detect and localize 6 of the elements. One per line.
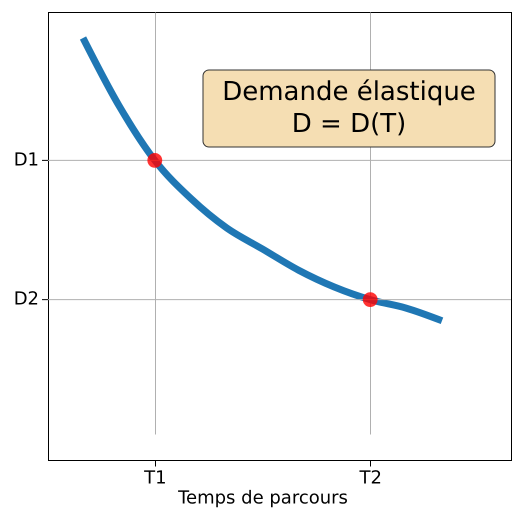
- ref-line-label: D2: [14, 288, 39, 310]
- ref-line-label: D1: [14, 149, 39, 170]
- x-axis-title: Temps de parcours: [177, 488, 348, 508]
- x-tick-label: T2: [358, 468, 382, 488]
- annotation: Demande élastique D = D(T): [222, 77, 476, 139]
- x-tick-label: T1: [143, 468, 167, 488]
